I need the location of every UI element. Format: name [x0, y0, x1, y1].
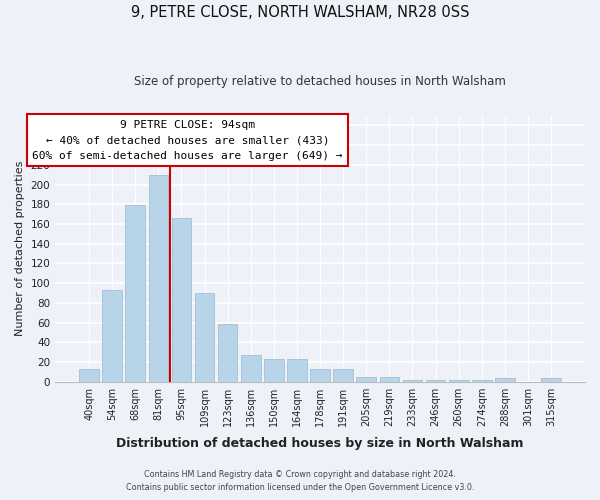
Bar — [195, 293, 214, 382]
Bar — [79, 369, 99, 382]
Bar — [403, 380, 422, 382]
Bar — [264, 359, 284, 382]
Text: 9, PETRE CLOSE, NORTH WALSHAM, NR28 0SS: 9, PETRE CLOSE, NORTH WALSHAM, NR28 0SS — [131, 5, 469, 20]
Text: Contains HM Land Registry data © Crown copyright and database right 2024.
Contai: Contains HM Land Registry data © Crown c… — [126, 470, 474, 492]
Bar — [472, 380, 491, 382]
Bar — [125, 205, 145, 382]
Bar — [495, 378, 515, 382]
Bar — [310, 369, 330, 382]
Bar — [541, 378, 561, 382]
X-axis label: Distribution of detached houses by size in North Walsham: Distribution of detached houses by size … — [116, 437, 524, 450]
Bar — [103, 290, 122, 382]
Bar — [287, 359, 307, 382]
Bar — [426, 380, 445, 382]
Y-axis label: Number of detached properties: Number of detached properties — [15, 161, 25, 336]
Bar — [334, 369, 353, 382]
Title: Size of property relative to detached houses in North Walsham: Size of property relative to detached ho… — [134, 75, 506, 88]
Bar — [241, 355, 260, 382]
Bar — [449, 380, 469, 382]
Bar — [356, 376, 376, 382]
Text: 9 PETRE CLOSE: 94sqm
← 40% of detached houses are smaller (433)
60% of semi-deta: 9 PETRE CLOSE: 94sqm ← 40% of detached h… — [32, 120, 343, 160]
Bar — [218, 324, 238, 382]
Bar — [149, 174, 168, 382]
Bar — [172, 218, 191, 382]
Bar — [380, 376, 399, 382]
